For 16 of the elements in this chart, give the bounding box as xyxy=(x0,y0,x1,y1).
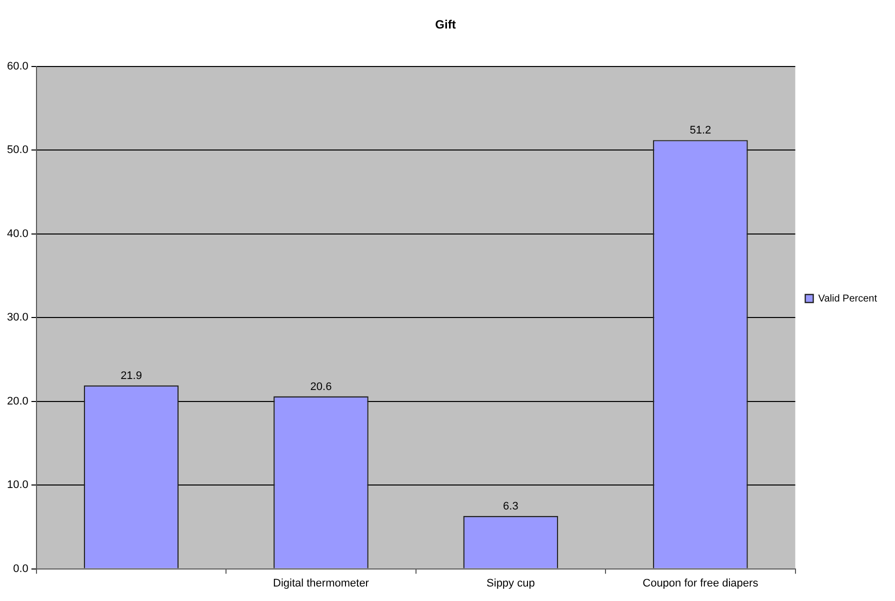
x-tick-label: Coupon for free diapers xyxy=(642,577,759,590)
y-tick-label: 60.0 xyxy=(6,60,28,72)
y-tick-label: 0.0 xyxy=(13,562,28,575)
data-label: 51.2 xyxy=(690,124,712,137)
data-label: 6.3 xyxy=(503,500,518,513)
x-tick-label: Sippy cup xyxy=(486,577,535,590)
y-tick-label: 20.0 xyxy=(6,395,28,408)
y-tick-label: 10.0 xyxy=(6,479,28,492)
chart-title: Gift xyxy=(435,18,456,32)
y-tick-label: 30.0 xyxy=(6,312,28,324)
data-label: 20.6 xyxy=(310,380,332,393)
legend-label: Valid Percent xyxy=(818,293,878,304)
y-tick-label: 50.0 xyxy=(6,144,28,156)
y-tick-label: 40.0 xyxy=(6,228,28,240)
x-tick-label: Digital thermometer xyxy=(272,577,370,590)
data-label: 21.9 xyxy=(120,370,142,382)
